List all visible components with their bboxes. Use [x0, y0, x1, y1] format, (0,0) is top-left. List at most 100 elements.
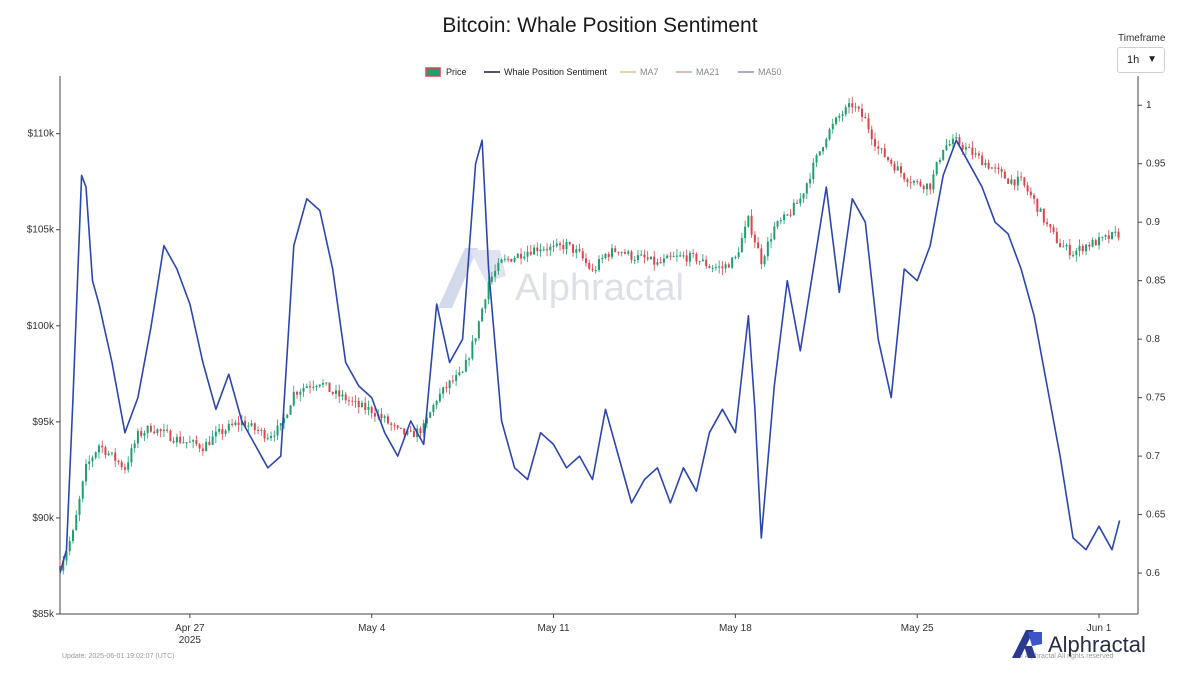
- price-candle: [610, 248, 613, 257]
- price-candle: [1013, 179, 1016, 186]
- price-candle: [909, 182, 912, 184]
- price-candle: [796, 202, 799, 204]
- price-candle: [812, 162, 815, 180]
- price-candle: [81, 481, 84, 499]
- price-candle: [828, 129, 831, 140]
- price-candle: [224, 430, 227, 434]
- price-candle: [188, 441, 191, 443]
- price-candle: [815, 155, 818, 163]
- price-candle: [873, 139, 876, 147]
- price-candle: [672, 256, 675, 258]
- price-candle: [169, 430, 172, 441]
- price-candle: [286, 414, 289, 419]
- price-candle: [59, 565, 61, 571]
- price-candle: [906, 179, 909, 183]
- price-candle: [854, 106, 857, 108]
- price-candle: [120, 462, 123, 468]
- price-candle: [562, 244, 565, 250]
- price-candle: [455, 375, 458, 382]
- price-candle: [250, 423, 253, 426]
- price-candle: [990, 167, 993, 169]
- price-candle: [429, 412, 432, 418]
- price-candle: [127, 462, 130, 470]
- price-candle: [464, 359, 467, 372]
- price-candle: [354, 400, 357, 402]
- price-candle: [305, 386, 308, 389]
- price-candle: [656, 262, 659, 265]
- price-candle: [334, 390, 337, 394]
- price-candle: [1107, 235, 1110, 239]
- price-candle: [136, 431, 139, 444]
- price-candle: [1065, 245, 1068, 247]
- chevron-down-icon: ▼: [1147, 54, 1157, 65]
- price-candle: [542, 249, 545, 251]
- y-right-tick-label: 0.8: [1146, 334, 1160, 345]
- price-candle: [773, 226, 776, 240]
- price-candle: [666, 255, 669, 259]
- price-candle: [802, 193, 805, 199]
- price-candle: [312, 386, 315, 388]
- legend-item[interactable]: MA7: [640, 67, 659, 77]
- price-candle: [474, 338, 477, 342]
- legend-item[interactable]: MA21: [696, 67, 720, 77]
- legend-item[interactable]: Price: [446, 67, 467, 77]
- price-candle: [1003, 171, 1006, 179]
- price-candle: [91, 457, 94, 462]
- price-candle: [1000, 169, 1003, 172]
- price-candle: [721, 266, 724, 269]
- price-candle: [422, 423, 425, 434]
- price-candle: [559, 243, 562, 245]
- price-candle: [786, 214, 789, 216]
- price-candle: [114, 452, 117, 461]
- price-candle: [861, 108, 864, 117]
- price-candle: [705, 259, 708, 267]
- price-candle: [162, 429, 165, 432]
- legend-item[interactable]: MA50: [758, 67, 782, 77]
- price-candle: [831, 123, 834, 130]
- price-candle: [636, 255, 639, 260]
- price-candle: [484, 299, 487, 309]
- price-candle: [406, 430, 409, 435]
- price-candle: [630, 251, 633, 261]
- price-candle: [481, 308, 484, 322]
- legend-item[interactable]: Whale Position Sentiment: [504, 67, 608, 77]
- timeframe-select[interactable]: 1h ▼: [1117, 47, 1165, 73]
- price-candle: [419, 428, 422, 434]
- price-candle: [78, 498, 81, 515]
- price-candle: [289, 405, 292, 415]
- price-candle: [737, 252, 740, 257]
- price-candle: [409, 430, 412, 432]
- price-candle: [523, 256, 526, 259]
- price-candle: [1010, 179, 1013, 184]
- price-candle: [643, 254, 646, 258]
- price-candle: [916, 181, 919, 183]
- price-candle: [776, 221, 779, 227]
- price-candle: [263, 429, 266, 439]
- price-candle: [260, 429, 263, 431]
- price-candle: [237, 422, 240, 426]
- price-candle: [88, 461, 91, 464]
- price-candle: [1068, 245, 1071, 256]
- price-candle: [997, 167, 1000, 170]
- price-candle: [617, 251, 620, 253]
- price-candle: [299, 391, 302, 395]
- price-candle: [841, 114, 844, 116]
- price-candle: [818, 151, 821, 156]
- price-candle: [974, 153, 977, 155]
- price-candle: [835, 117, 838, 124]
- price-candle: [546, 249, 549, 251]
- price-candle: [695, 253, 698, 262]
- price-candle: [799, 198, 802, 204]
- price-candle: [1081, 245, 1084, 252]
- price-candle: [283, 418, 286, 424]
- price-candle: [870, 129, 873, 140]
- price-candle: [325, 382, 328, 384]
- price-candle: [734, 256, 737, 258]
- price-candle: [932, 174, 935, 190]
- price-candle: [951, 138, 954, 145]
- price-candle: [623, 252, 626, 254]
- price-candle: [640, 254, 643, 256]
- watermark-logo-icon: [438, 248, 506, 308]
- price-candle: [822, 147, 825, 152]
- price-candle: [149, 425, 152, 432]
